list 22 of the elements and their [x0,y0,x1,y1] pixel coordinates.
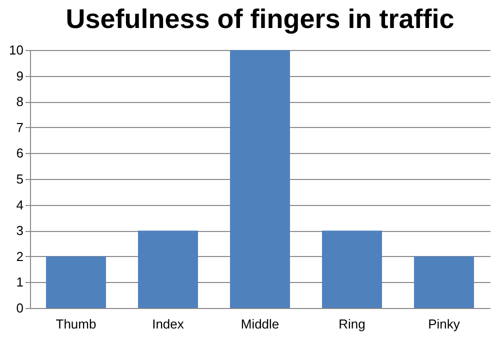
x-tick-label: Ring [338,316,366,332]
y-tick-label: 6 [16,146,24,161]
x-tick-label: Middle [240,316,280,332]
bar [46,256,106,308]
bar [230,50,290,308]
y-tick-label: 5 [16,172,24,186]
bar [138,230,198,308]
y-tick-label: 10 [9,42,24,58]
x-tick-label: Pinky [428,316,460,332]
y-tick-label: 0 [16,300,24,316]
y-tick-label: 7 [16,120,24,135]
bar [322,230,382,308]
x-tick-label: Index [152,316,184,332]
chart-title: Usefulness of fingers in traffic [66,4,454,34]
y-tick-label: 8 [16,94,24,110]
y-tick-label: 2 [16,248,24,264]
y-tick-label: 9 [16,68,24,84]
y-tick-label: 3 [16,223,24,238]
y-tick-label: 1 [16,274,24,290]
x-tick-label: Thumb [56,316,96,332]
y-tick-label: 4 [16,197,24,212]
bar [414,256,474,308]
